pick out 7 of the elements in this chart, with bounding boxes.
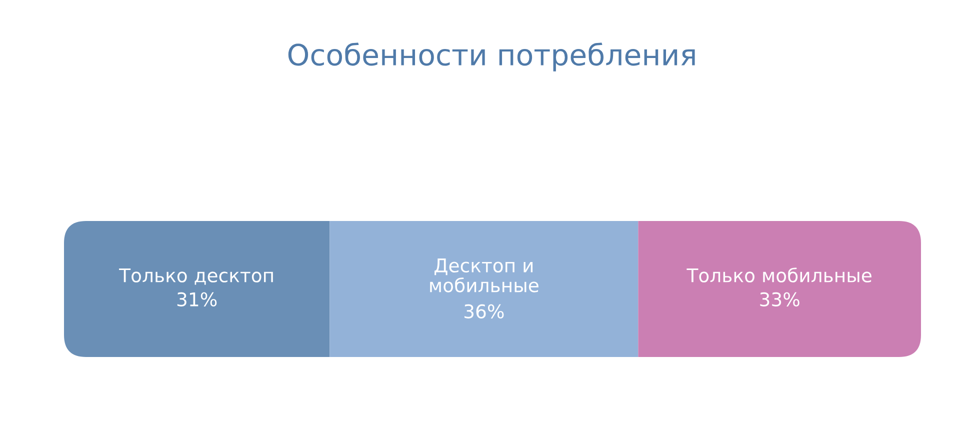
data-label: 33% bbox=[760, 292, 800, 306]
chart-title: Особенности потребления bbox=[288, 42, 695, 72]
series-label: Только мобильные bbox=[686, 268, 872, 282]
series-label: Десктоп и мобильные bbox=[430, 258, 538, 292]
data-label: 36% bbox=[464, 304, 504, 318]
series-label: Только десктоп bbox=[119, 268, 273, 285]
data-label: 31% bbox=[177, 292, 217, 306]
